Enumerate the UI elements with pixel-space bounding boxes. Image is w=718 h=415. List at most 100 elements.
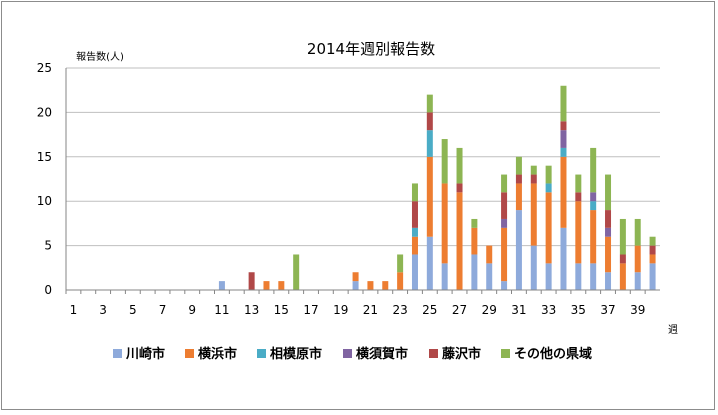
bar-week-40-series-5 — [649, 236, 656, 246]
bar-week-38-series-5 — [619, 218, 626, 255]
x-tick-labels: 1 3 5 7 9 11 13 15 17 19 21 23 25 27 29 31 33 35 37 39 — [70, 303, 646, 317]
bar-week-33-series-0 — [545, 263, 552, 290]
bar-week-40-series-0 — [649, 263, 656, 290]
bar-week-32-series-0 — [530, 245, 537, 290]
bar-week-34-series-4 — [560, 121, 567, 131]
bar-week-13-series-4 — [248, 272, 255, 290]
x-tick-label: 5 — [129, 303, 137, 317]
x-tick-label: 19 — [333, 303, 348, 317]
bar-week-28-series-5 — [471, 218, 478, 228]
bar-week-37-series-3 — [605, 227, 612, 237]
bar-week-30-series-0 — [501, 281, 508, 290]
x-tick-label: 33 — [541, 303, 556, 317]
x-tick-label: 25 — [422, 303, 437, 317]
bar-week-34-series-5 — [560, 85, 567, 122]
legend-swatch-4 — [429, 349, 438, 358]
x-tick-label: 29 — [482, 303, 497, 317]
bar-week-37-series-4 — [605, 210, 612, 228]
x-tick-label: 7 — [159, 303, 167, 317]
bar-week-16-series-5 — [293, 254, 300, 290]
bar-week-31-series-4 — [515, 174, 522, 184]
bar-week-27-series-1 — [456, 192, 463, 290]
bar-week-34-series-3 — [560, 130, 567, 148]
bar-week-37-series-5 — [605, 174, 612, 211]
bar-week-35-series-0 — [575, 263, 582, 290]
bar-week-32-series-4 — [530, 174, 537, 184]
gridlines — [66, 67, 660, 247]
bar-week-29-series-0 — [486, 263, 493, 290]
bar-week-31-series-0 — [515, 210, 522, 290]
bar-week-21-series-1 — [367, 281, 374, 290]
legend-swatch-5 — [501, 349, 510, 358]
chart-title: 2014年週別報告数 — [307, 40, 435, 58]
x-tick-label: 37 — [600, 303, 615, 317]
bar-week-33-series-5 — [545, 165, 552, 184]
bar-week-26-series-1 — [441, 183, 448, 264]
bar-week-36-series-3 — [590, 192, 597, 202]
bar-week-25-series-0 — [426, 236, 433, 290]
legend-label-3: 横須賀市 — [356, 346, 408, 362]
y-tick-label: 10 — [37, 194, 52, 208]
x-axis-label: 週 — [668, 324, 678, 336]
axes — [65, 68, 660, 294]
legend-swatch-2 — [257, 349, 266, 358]
bar-week-27-series-5 — [456, 147, 463, 184]
bar-week-20-series-0 — [352, 281, 359, 290]
bar-week-27-series-4 — [456, 183, 463, 193]
x-tick-label: 1 — [70, 303, 78, 317]
x-tick-label: 39 — [630, 303, 645, 317]
bar-week-31-series-1 — [515, 183, 522, 211]
bar-week-30-series-5 — [501, 174, 508, 193]
legend-swatch-1 — [185, 349, 194, 358]
bar-week-25-series-1 — [426, 156, 433, 237]
legend-label-1: 横浜市 — [198, 346, 237, 362]
x-tick-label: 21 — [363, 303, 378, 317]
bar-week-36-series-0 — [590, 263, 597, 290]
bar-week-26-series-5 — [441, 139, 448, 184]
y-tick-label: 5 — [44, 239, 52, 253]
bars — [218, 85, 656, 290]
bar-week-29-series-1 — [486, 245, 493, 264]
y-tick-label: 20 — [37, 105, 52, 119]
bar-week-39-series-5 — [634, 218, 641, 246]
bar-week-35-series-5 — [575, 174, 582, 193]
bar-week-33-series-1 — [545, 192, 552, 264]
legend-label-0: 川崎市 — [125, 346, 165, 362]
bar-week-30-series-1 — [501, 227, 508, 282]
y-tick-label: 0 — [44, 283, 52, 297]
bar-week-40-series-4 — [649, 245, 656, 255]
legend-label-5: その他の県域 — [514, 346, 592, 362]
bar-week-34-series-0 — [560, 227, 567, 290]
bar-week-24-series-1 — [411, 236, 418, 255]
legend: 川崎市 横浜市 相模原市 横須賀市 藤沢市 その他の県域 — [113, 346, 592, 362]
legend-swatch-0 — [113, 349, 122, 358]
bar-week-34-series-1 — [560, 156, 567, 228]
x-tick-label: 31 — [511, 303, 526, 317]
x-tick-label: 27 — [452, 303, 467, 317]
bar-week-24-series-5 — [411, 183, 418, 202]
bar-week-37-series-0 — [605, 272, 612, 290]
bar-week-30-series-4 — [501, 192, 508, 219]
bar-week-38-series-4 — [619, 254, 626, 264]
bar-week-28-series-1 — [471, 227, 478, 255]
x-tick-label: 3 — [99, 303, 107, 317]
bar-week-22-series-1 — [382, 281, 389, 290]
bar-week-24-series-0 — [411, 254, 418, 290]
bar-week-31-series-5 — [515, 156, 522, 175]
x-tick-label: 13 — [244, 303, 259, 317]
bar-week-20-series-1 — [352, 272, 359, 282]
y-tick-labels: 0 5 10 15 20 25 — [37, 61, 52, 297]
x-tick-label: 11 — [214, 303, 229, 317]
bar-week-24-series-4 — [411, 201, 418, 228]
bar-week-36-series-5 — [590, 147, 597, 193]
y-tick-label: 25 — [37, 61, 52, 75]
bar-week-28-series-0 — [471, 254, 478, 290]
bar-week-40-series-1 — [649, 254, 656, 264]
bar-week-15-series-1 — [278, 281, 285, 290]
bar-week-24-series-2 — [411, 227, 418, 237]
legend-label-4: 藤沢市 — [442, 346, 481, 362]
bar-week-36-series-2 — [590, 201, 597, 211]
bar-week-35-series-1 — [575, 201, 582, 264]
